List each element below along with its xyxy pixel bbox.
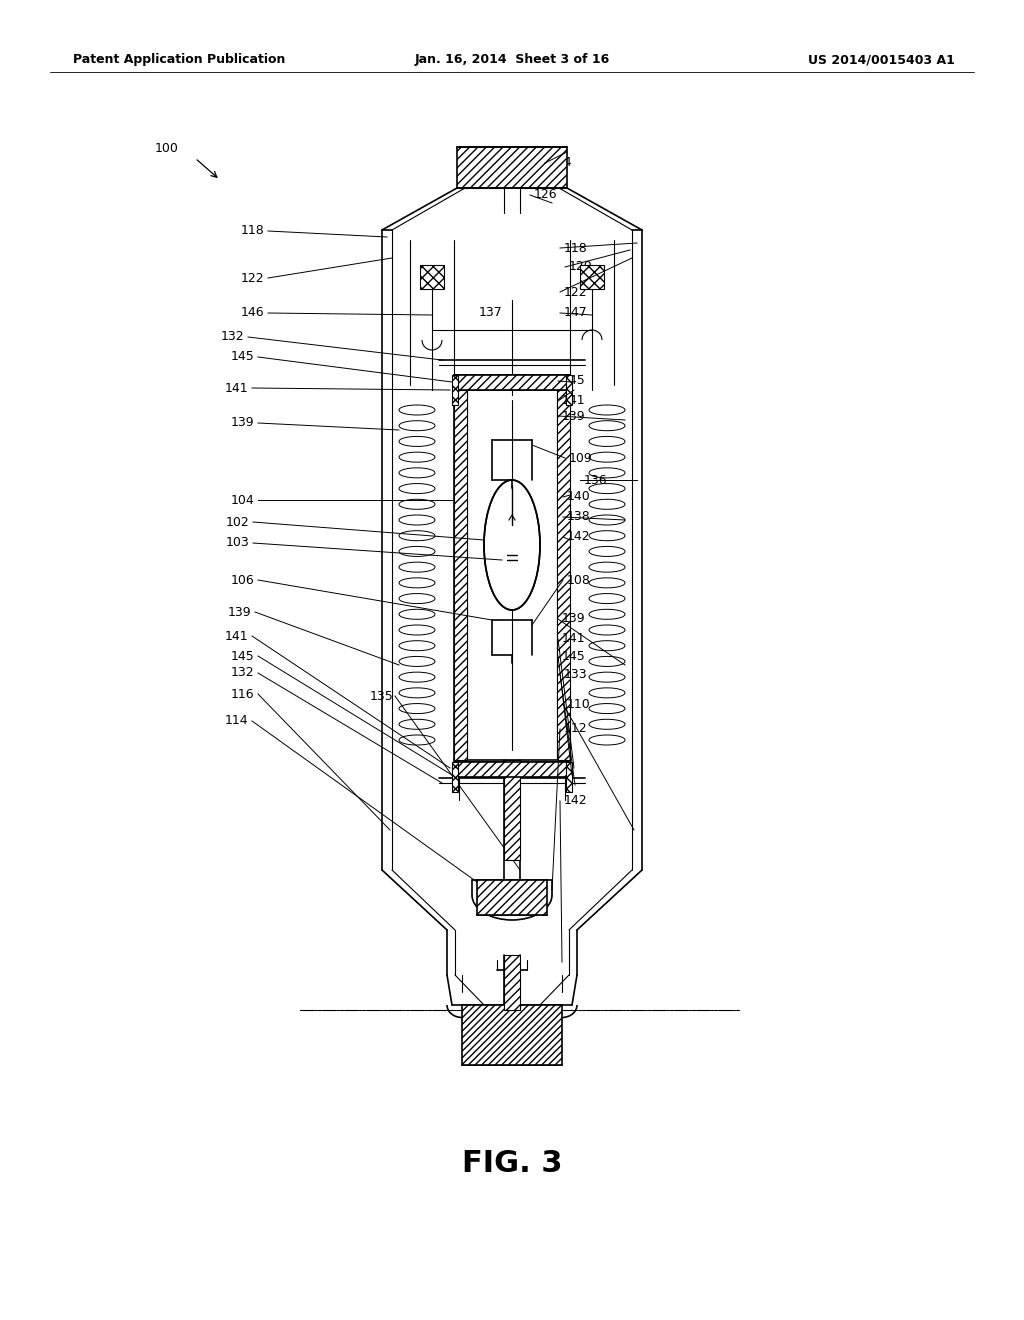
Text: 126: 126: [534, 189, 558, 202]
Bar: [452, 762, 458, 792]
Text: 141: 141: [224, 630, 248, 643]
Text: 142: 142: [564, 795, 588, 808]
Text: 118: 118: [241, 224, 264, 238]
Text: 139: 139: [230, 417, 254, 429]
Bar: [484, 480, 540, 610]
Text: 145: 145: [230, 351, 254, 363]
Text: 102: 102: [225, 516, 249, 528]
Bar: [462, 1005, 562, 1065]
Text: 141: 141: [562, 632, 586, 645]
Text: 118: 118: [564, 242, 588, 255]
Text: 106: 106: [230, 573, 254, 586]
Text: 122: 122: [241, 272, 264, 285]
Text: 104: 104: [230, 494, 254, 507]
Text: 140: 140: [567, 491, 591, 503]
Text: 141: 141: [562, 395, 586, 408]
Text: 114: 114: [224, 714, 248, 727]
Text: 145: 145: [562, 375, 586, 388]
Bar: [566, 375, 572, 405]
Text: 146: 146: [241, 306, 264, 319]
Text: 110: 110: [567, 697, 591, 710]
Text: 112: 112: [564, 722, 588, 735]
Text: 145: 145: [230, 649, 254, 663]
Text: 141: 141: [224, 381, 248, 395]
Bar: [454, 389, 467, 760]
Text: 139: 139: [227, 606, 251, 619]
Text: 139: 139: [562, 612, 586, 626]
Text: 147: 147: [564, 306, 588, 319]
Text: 136: 136: [584, 474, 607, 487]
Text: 135: 135: [370, 689, 393, 702]
Text: 108: 108: [567, 573, 591, 586]
Text: 132: 132: [220, 330, 244, 343]
Text: 103: 103: [225, 536, 249, 549]
Bar: [504, 954, 520, 1010]
Text: Jan. 16, 2014  Sheet 3 of 16: Jan. 16, 2014 Sheet 3 of 16: [415, 54, 609, 66]
Bar: [477, 880, 547, 915]
Text: 137: 137: [478, 305, 502, 318]
Bar: [580, 265, 604, 289]
Text: 139: 139: [562, 409, 586, 422]
Bar: [420, 265, 444, 289]
Text: 132: 132: [230, 667, 254, 680]
Ellipse shape: [484, 480, 540, 610]
Text: 122: 122: [564, 285, 588, 298]
Bar: [504, 760, 520, 861]
Text: 109: 109: [569, 451, 593, 465]
Bar: [454, 762, 570, 777]
Text: 124: 124: [549, 157, 572, 169]
Bar: [454, 375, 570, 389]
Text: US 2014/0015403 A1: US 2014/0015403 A1: [808, 54, 955, 66]
Text: FIG. 3: FIG. 3: [462, 1148, 562, 1177]
Text: 116: 116: [230, 688, 254, 701]
Text: 142: 142: [567, 531, 591, 544]
Text: Patent Application Publication: Patent Application Publication: [73, 54, 286, 66]
Bar: [452, 375, 458, 405]
Bar: [566, 762, 572, 792]
Text: 145: 145: [562, 649, 586, 663]
Text: 120: 120: [569, 260, 593, 273]
Text: 100: 100: [155, 141, 179, 154]
Bar: [457, 147, 567, 187]
Bar: [557, 389, 570, 760]
Text: 133: 133: [564, 668, 588, 681]
Text: 138: 138: [567, 511, 591, 524]
